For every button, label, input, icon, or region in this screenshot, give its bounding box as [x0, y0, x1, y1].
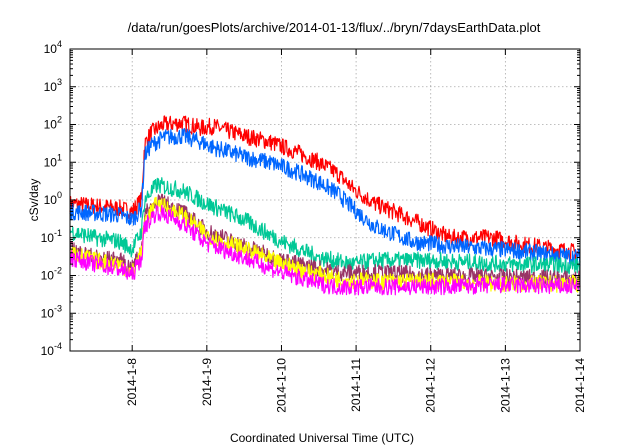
y-tick-label: 101 — [44, 152, 62, 169]
data-series — [69, 115, 581, 296]
y-axis-label: cSv/day — [27, 179, 41, 222]
y-tick-label: 103 — [44, 77, 62, 94]
x-tick-label: 2014-1-14 — [573, 358, 587, 413]
x-axis: 2014-1-8 2014-1-9 2014-1-10 2014-1-11 2014-1… — [125, 49, 587, 413]
y-tick-label: 10-1 — [41, 228, 62, 245]
x-tick-label: 2014-1-13 — [498, 358, 512, 413]
x-tick-label: 2014-1-11 — [349, 358, 363, 412]
y-tick-label: 102 — [44, 115, 62, 132]
y-tick-label: 10-3 — [41, 303, 62, 320]
series-line-5 — [69, 196, 581, 293]
x-axis-label: Coordinated Universal Time (UTC) — [230, 431, 414, 445]
series-line-3 — [69, 177, 581, 275]
y-tick-label: 104 — [44, 39, 62, 56]
series-line-2 — [69, 128, 581, 266]
y-axis: 10-4 10-3 10-2 10-1 100 101 102 103 104 — [41, 39, 580, 358]
chart-title: /data/run/goesPlots/archive/2014-01-13/f… — [128, 20, 541, 35]
y-tick-label: 10-4 — [41, 341, 62, 358]
y-tick-label: 100 — [44, 190, 62, 207]
x-tick-label: 2014-1-9 — [200, 358, 214, 406]
series-line-6 — [69, 204, 581, 296]
x-tick-label: 2014-1-12 — [424, 358, 438, 413]
y-tick-label: 10-2 — [41, 266, 62, 283]
x-tick-label: 2014-1-10 — [274, 358, 288, 413]
x-tick-label: 2014-1-8 — [125, 358, 139, 406]
